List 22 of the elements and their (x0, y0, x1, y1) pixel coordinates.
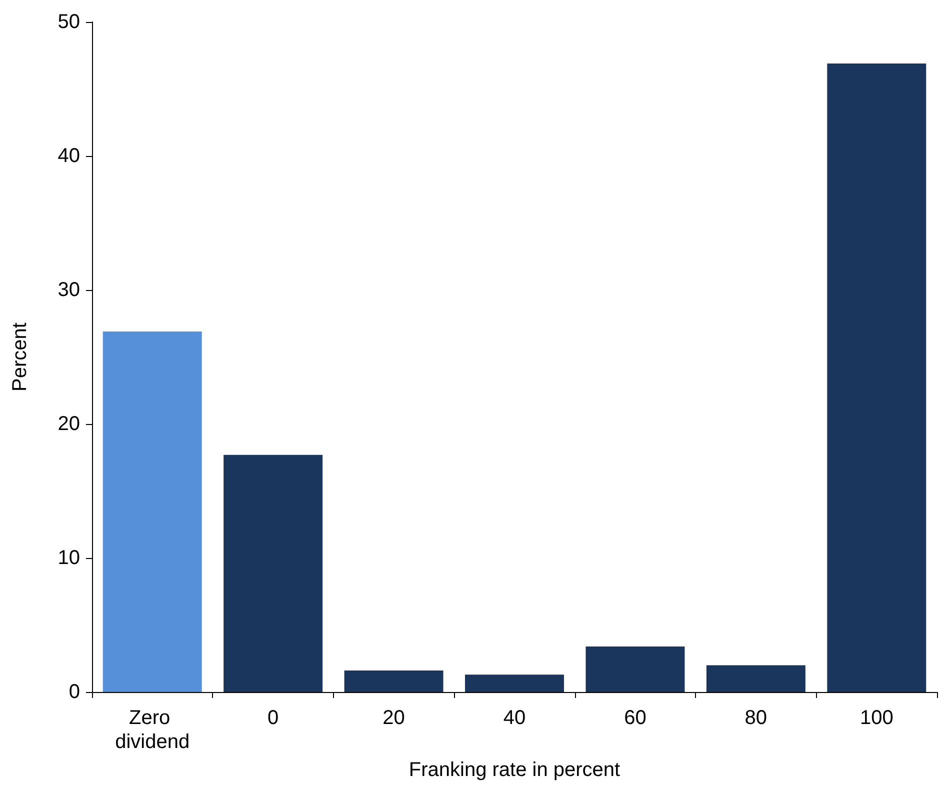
bar (102, 332, 202, 692)
bar (224, 454, 323, 692)
x-tick-label: 80 (744, 707, 768, 729)
y-tick-label: 30 (58, 279, 80, 301)
x-axis-title: Franking rate in percent (408, 759, 621, 781)
bar (706, 665, 806, 692)
y-tick-label: 10 (58, 547, 80, 569)
bar (827, 64, 926, 692)
x-tick-label: 40 (503, 707, 526, 729)
x-tick-label: Zero dividend (115, 707, 190, 753)
bar (465, 674, 564, 692)
y-tick-label: 40 (58, 145, 80, 167)
x-tick-label: 20 (382, 707, 405, 729)
y-tick-label: 50 (58, 11, 80, 33)
bar (344, 670, 444, 692)
x-tick-label: 0 (268, 707, 279, 729)
x-tick-label: 100 (860, 707, 894, 729)
y-axis-title: Percent (9, 322, 31, 392)
bar (586, 646, 685, 692)
x-tick-label: 60 (624, 707, 646, 729)
y-tick-label: 20 (58, 413, 80, 435)
y-tick-label: 0 (68, 681, 80, 703)
